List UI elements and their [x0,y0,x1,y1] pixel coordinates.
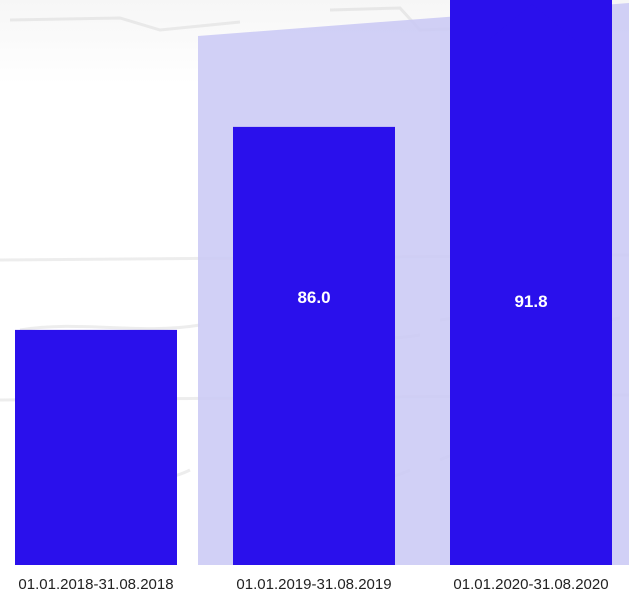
value-label: 81.0 [79,287,112,306]
value-label: 86.0 [297,288,330,307]
bar-1 [15,329,177,565]
x-tick-label: 01.01.2018-31.08.2018 [18,576,173,593]
x-tick-label: 01.01.2020-31.08.2020 [453,576,608,593]
up-arrow-icon [484,4,580,95]
bar-2 [233,126,395,566]
x-tick-label: 01.01.2019-31.08.2019 [236,576,391,593]
bars-layer [15,0,612,566]
value-label: 91.8 [514,292,547,311]
labels-layer: 81.0 86.0 91.8 01.01.2018-31.08.2018 01.… [18,287,608,593]
